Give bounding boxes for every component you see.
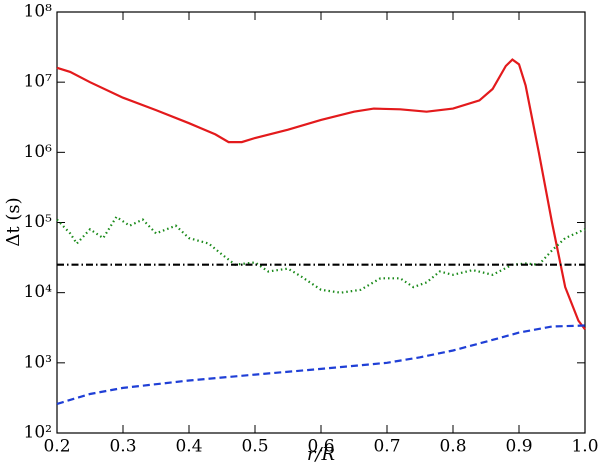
- x-tick-label: 0.5: [241, 437, 268, 457]
- x-tick-label: 0.7: [373, 437, 400, 457]
- x-tick-label: 0.3: [109, 437, 136, 457]
- x-tick-label: 0.6: [307, 437, 334, 457]
- data-line: [56, 58, 586, 331]
- y-tick-label: 10³: [24, 352, 52, 372]
- x-tick-label: 0.4: [175, 437, 202, 457]
- y-tick-label: 10²: [24, 423, 52, 443]
- y-tick-label: 10⁷: [24, 72, 53, 92]
- y-tick-label: 10⁵: [24, 212, 53, 232]
- x-axis-title: r/R: [307, 444, 335, 465]
- x-tick-label: 0.8: [439, 437, 466, 457]
- y-tick-label: 10⁴: [24, 282, 53, 302]
- y-tick-label: 10⁸: [24, 2, 53, 22]
- y-tick-label: 10⁶: [24, 142, 53, 162]
- x-tick-label: 0.9: [505, 437, 532, 457]
- y-axis-title: Δt (s): [3, 197, 24, 246]
- x-tick-label: 0.2: [43, 437, 70, 457]
- x-tick-label: 1.0: [571, 437, 598, 457]
- data-line: [56, 215, 586, 294]
- data-line: [56, 324, 586, 405]
